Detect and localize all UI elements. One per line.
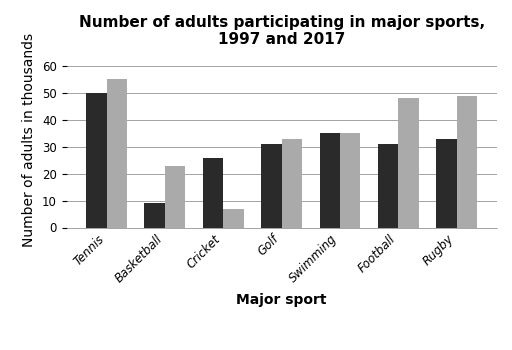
Bar bbox=[165, 166, 185, 228]
Bar bbox=[282, 139, 302, 228]
X-axis label: Major sport: Major sport bbox=[237, 293, 327, 307]
Bar bbox=[203, 158, 223, 228]
Bar bbox=[144, 203, 165, 228]
Bar bbox=[398, 98, 419, 228]
Bar bbox=[86, 93, 106, 228]
Bar bbox=[436, 139, 457, 228]
Bar bbox=[457, 96, 477, 228]
Bar bbox=[319, 133, 340, 228]
Bar bbox=[223, 209, 244, 228]
Bar bbox=[378, 144, 398, 228]
Y-axis label: Number of adults in thousands: Number of adults in thousands bbox=[23, 33, 36, 247]
Bar bbox=[106, 79, 127, 228]
Title: Number of adults participating in major sports,
1997 and 2017: Number of adults participating in major … bbox=[78, 15, 485, 47]
Bar bbox=[340, 133, 360, 228]
Bar bbox=[261, 144, 282, 228]
